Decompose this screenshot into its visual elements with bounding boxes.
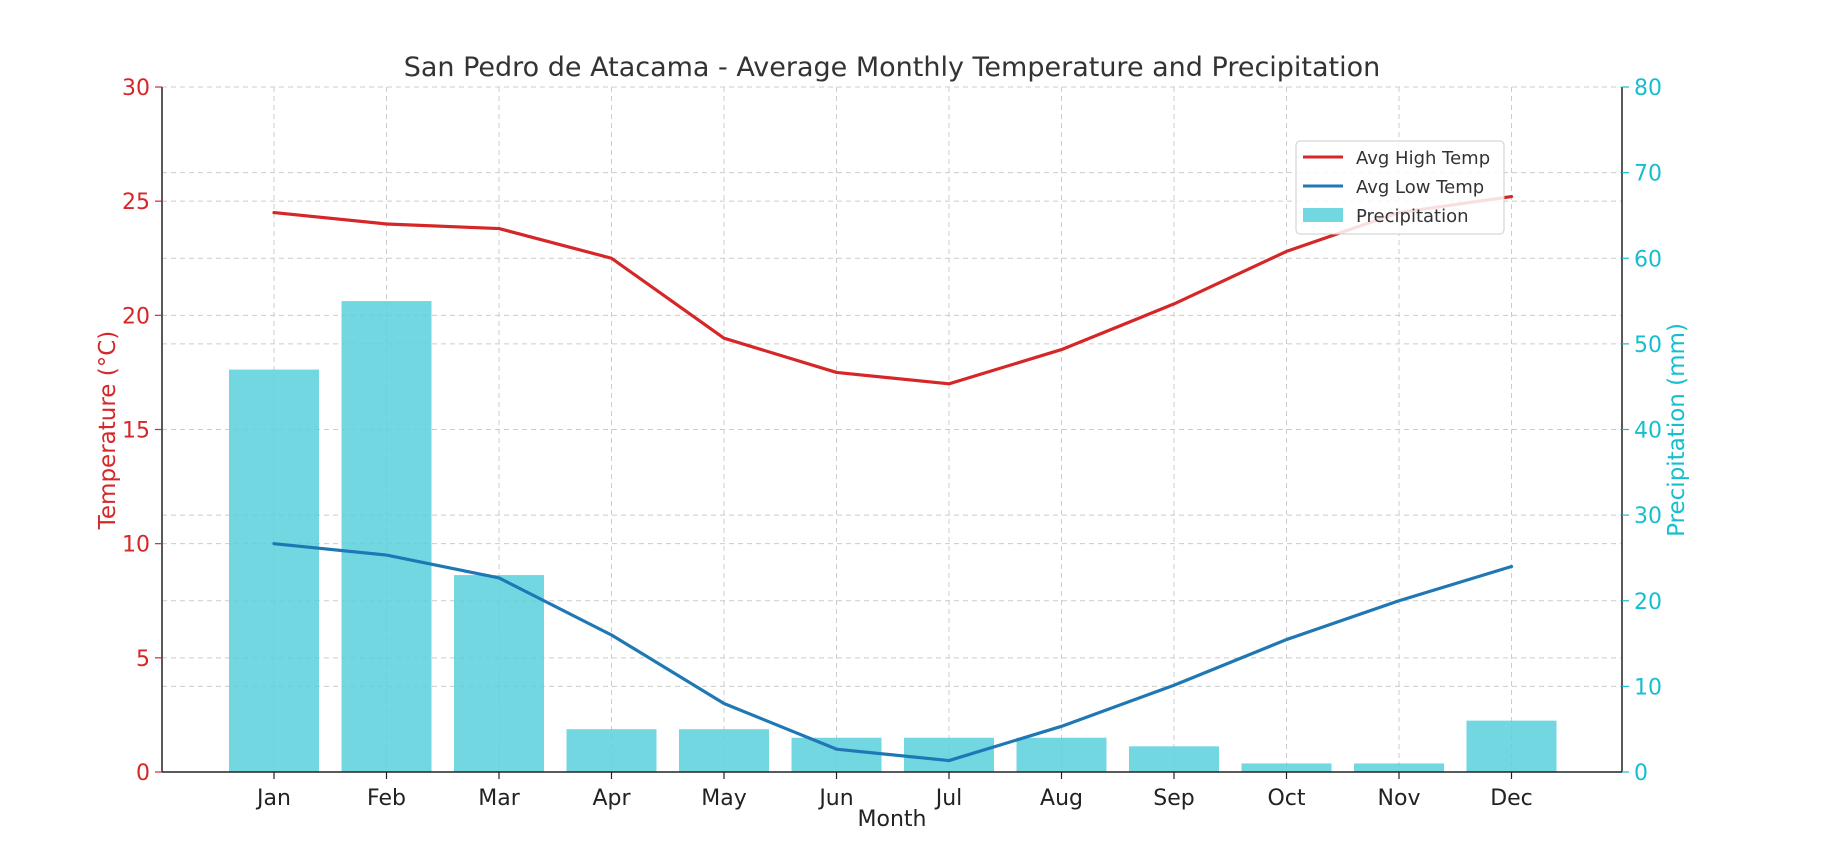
right-tick-label: 60 xyxy=(1634,247,1662,272)
left-tick-label: 15 xyxy=(122,419,150,444)
right-tick-label: 70 xyxy=(1634,162,1662,187)
left-tick-label: 10 xyxy=(122,533,150,558)
bar-precipitation-jul xyxy=(904,737,994,772)
x-tick-label: Apr xyxy=(592,786,631,811)
legend-label-precip: Precipitation xyxy=(1356,206,1469,227)
x-tick-label: Dec xyxy=(1490,786,1533,811)
x-tick-label: Jul xyxy=(934,786,963,811)
chart-title: San Pedro de Atacama - Average Monthly T… xyxy=(404,52,1381,83)
bar-precipitation-mar xyxy=(454,575,544,772)
left-tick-labels: 0 5 10 15 20 25 30 xyxy=(122,76,162,786)
line-avg-high-temp xyxy=(272,195,1514,386)
left-tick-label: 5 xyxy=(136,647,150,672)
legend-label-low: Avg Low Temp xyxy=(1356,177,1484,198)
left-axis-label: Temperature (°C) xyxy=(95,331,121,531)
x-tick-label: Feb xyxy=(367,786,406,811)
bar-precipitation-dec xyxy=(1466,720,1557,772)
x-tick-label: Aug xyxy=(1040,786,1083,811)
left-tick-label: 20 xyxy=(122,304,150,329)
bar-precipitation-sep xyxy=(1129,746,1219,772)
bar-precipitation-may xyxy=(679,729,769,772)
x-tick-label: May xyxy=(701,786,746,811)
x-tick-label: Jun xyxy=(817,786,853,811)
right-tick-labels: 0 10 20 30 40 50 60 70 80 xyxy=(1622,76,1662,786)
bar-precipitation-nov xyxy=(1354,763,1444,772)
bar-precipitation-feb xyxy=(341,301,432,772)
x-tick-label: Nov xyxy=(1378,786,1421,811)
legend-swatch-precip xyxy=(1303,208,1343,222)
bar-precipitation-jan xyxy=(229,369,319,772)
bar-precipitation-apr xyxy=(566,729,657,772)
right-tick-label: 10 xyxy=(1634,675,1662,700)
right-tick-label: 40 xyxy=(1634,419,1662,444)
right-tick-label: 80 xyxy=(1634,76,1662,101)
x-tick-labels: Jan Feb Mar Apr May Jun Jul Aug Sep Oct Nov Dec xyxy=(255,772,1533,811)
temperature-lines xyxy=(272,195,1514,763)
right-tick-label: 30 xyxy=(1634,504,1662,529)
x-tick-label: Mar xyxy=(478,786,520,811)
bar-precipitation-jun xyxy=(791,737,882,772)
right-tick-label: 0 xyxy=(1634,761,1648,786)
bar-precipitation-aug xyxy=(1016,737,1107,772)
x-tick-label: Oct xyxy=(1267,786,1305,811)
right-tick-label: 50 xyxy=(1634,333,1662,358)
legend: Avg High Temp Avg Low Temp Precipitation xyxy=(1295,140,1505,235)
x-axis-label: Month xyxy=(858,807,927,832)
x-tick-label: Sep xyxy=(1153,786,1194,811)
legend-label-high: Avg High Temp xyxy=(1356,148,1490,169)
right-tick-label: 20 xyxy=(1634,590,1662,615)
left-tick-label: 25 xyxy=(122,190,150,215)
legend-box xyxy=(1295,140,1505,235)
line-avg-low-temp xyxy=(272,542,1514,763)
bar-precipitation-oct xyxy=(1241,763,1332,772)
left-tick-label: 30 xyxy=(122,76,150,101)
left-tick-label: 0 xyxy=(136,761,150,786)
right-axis-label: Precipitation (mm) xyxy=(1664,323,1690,537)
x-tick-label: Jan xyxy=(255,786,291,811)
precipitation-bars xyxy=(229,301,1557,772)
